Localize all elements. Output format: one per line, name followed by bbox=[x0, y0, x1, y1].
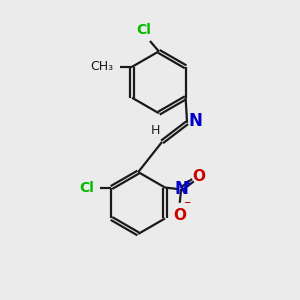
Text: CH₃: CH₃ bbox=[90, 60, 113, 73]
Text: Cl: Cl bbox=[79, 181, 94, 194]
Text: Cl: Cl bbox=[137, 22, 152, 37]
Text: O: O bbox=[173, 208, 186, 223]
Text: O: O bbox=[192, 169, 205, 184]
Text: +: + bbox=[184, 179, 192, 189]
Text: ⁻: ⁻ bbox=[183, 198, 191, 212]
Text: N: N bbox=[174, 180, 188, 198]
Text: H: H bbox=[151, 124, 160, 137]
Text: N: N bbox=[189, 112, 202, 130]
